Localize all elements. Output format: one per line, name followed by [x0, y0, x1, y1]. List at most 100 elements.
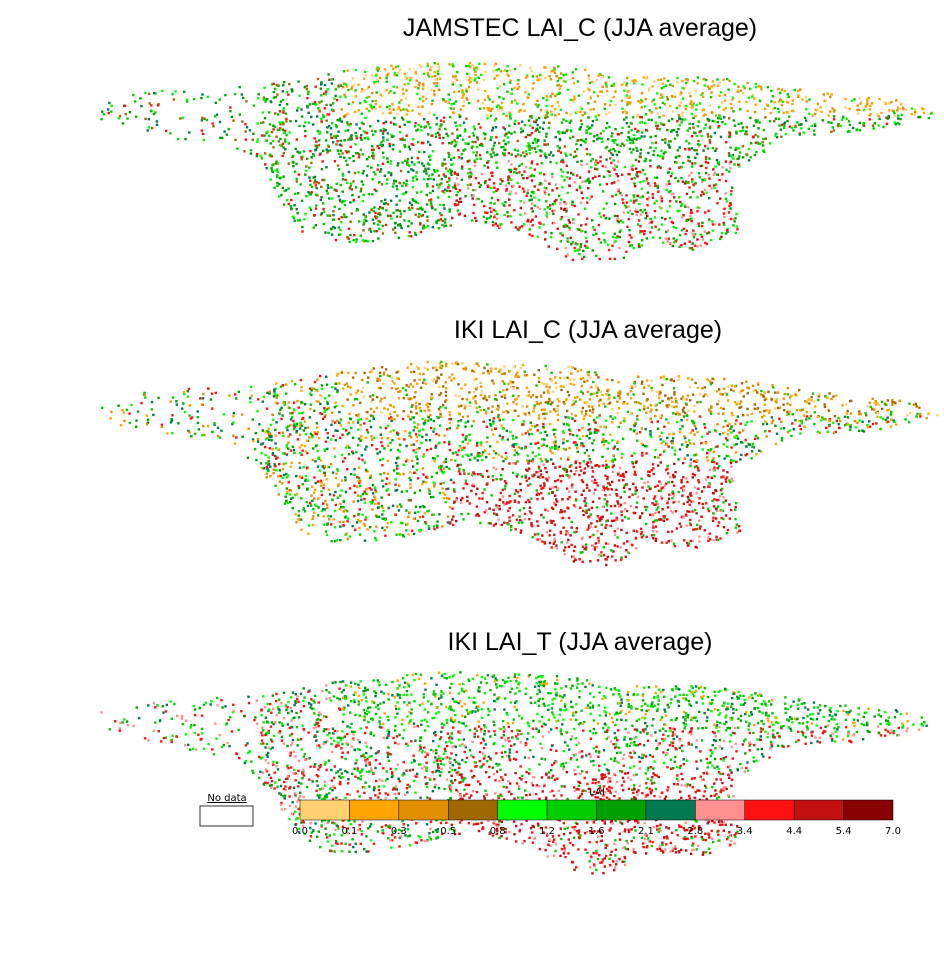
- land-pixel: [701, 179, 703, 181]
- land-pixel: [329, 493, 331, 495]
- land-pixel: [536, 128, 538, 130]
- land-pixel: [880, 112, 882, 114]
- land-pixel: [718, 161, 720, 163]
- land-pixel: [314, 103, 316, 105]
- land-pixel: [252, 139, 254, 141]
- land-pixel: [203, 434, 205, 436]
- land-pixel: [732, 110, 734, 112]
- land-pixel: [655, 121, 657, 123]
- land-pixel: [610, 162, 612, 164]
- land-pixel: [478, 497, 480, 499]
- land-pixel: [546, 212, 548, 214]
- land-pixel: [303, 507, 305, 509]
- land-pixel: [316, 378, 318, 380]
- land-pixel: [517, 415, 519, 417]
- land-pixel: [361, 113, 363, 115]
- land-pixel: [615, 237, 617, 239]
- land-pixel: [608, 111, 610, 113]
- land-pixel: [704, 529, 706, 531]
- land-pixel: [669, 105, 671, 107]
- land-pixel: [501, 373, 503, 375]
- land-pixel: [372, 398, 374, 400]
- land-pixel: [649, 165, 651, 167]
- land-pixel: [390, 449, 392, 451]
- land-pixel: [689, 103, 691, 105]
- land-pixel: [774, 107, 776, 109]
- land-pixel: [536, 79, 538, 81]
- land-pixel: [502, 468, 504, 470]
- land-pixel: [745, 101, 747, 103]
- land-pixel: [377, 164, 379, 166]
- land-pixel: [796, 409, 798, 411]
- land-pixel: [588, 405, 590, 407]
- land-pixel: [370, 435, 372, 437]
- land-pixel: [279, 110, 281, 112]
- land-pixel: [299, 151, 301, 153]
- land-pixel: [596, 506, 598, 508]
- land-pixel: [725, 198, 727, 200]
- land-pixel: [418, 84, 420, 86]
- land-pixel: [777, 88, 779, 90]
- land-pixel: [698, 225, 700, 227]
- land-pixel: [454, 122, 456, 124]
- land-pixel: [332, 435, 334, 437]
- land-pixel: [581, 494, 583, 496]
- land-pixel: [366, 97, 368, 99]
- land-pixel: [206, 119, 208, 121]
- land-pixel: [436, 524, 438, 526]
- land-pixel: [380, 441, 382, 443]
- land-pixel: [587, 528, 589, 530]
- land-pixel: [609, 149, 611, 151]
- land-pixel: [315, 224, 317, 226]
- land-pixel: [765, 409, 767, 411]
- land-pixel: [618, 151, 620, 153]
- land-pixel: [452, 75, 454, 77]
- land-pixel: [420, 129, 422, 131]
- land-pixel: [346, 520, 348, 522]
- land-pixel: [869, 108, 871, 110]
- land-pixel: [449, 521, 451, 523]
- land-pixel: [588, 423, 590, 425]
- land-pixel: [453, 488, 455, 490]
- land-pixel: [564, 208, 566, 210]
- land-pixel: [565, 210, 567, 212]
- land-pixel: [300, 108, 302, 110]
- land-pixel: [422, 373, 424, 375]
- land-pixel: [626, 139, 628, 141]
- land-pixel: [485, 221, 487, 223]
- land-pixel: [497, 199, 499, 201]
- land-pixel: [297, 107, 299, 109]
- land-pixel: [326, 190, 328, 192]
- land-pixel: [853, 98, 855, 100]
- land-pixel: [586, 148, 588, 150]
- land-pixel: [383, 472, 385, 474]
- land-pixel: [527, 142, 529, 144]
- land-pixel: [428, 175, 430, 177]
- land-pixel: [596, 395, 598, 397]
- land-pixel: [210, 398, 212, 400]
- land-pixel: [552, 154, 554, 156]
- land-pixel: [729, 133, 731, 135]
- land-pixel: [806, 100, 808, 102]
- land-pixel: [635, 159, 637, 161]
- land-pixel: [694, 509, 696, 511]
- land-pixel: [636, 174, 638, 176]
- land-pixel: [658, 228, 660, 230]
- land-pixel: [653, 202, 655, 204]
- land-pixel: [673, 226, 675, 228]
- land-pixel: [661, 200, 663, 202]
- land-pixel: [439, 410, 441, 412]
- land-pixel: [294, 220, 296, 222]
- land-pixel: [421, 162, 423, 164]
- land-pixel: [641, 92, 643, 94]
- land-pixel: [566, 129, 568, 131]
- land-pixel: [525, 136, 527, 138]
- land-pixel: [563, 226, 565, 228]
- land-pixel: [335, 137, 337, 139]
- land-pixel: [710, 91, 712, 93]
- land-pixel: [417, 216, 419, 218]
- land-pixel: [361, 180, 363, 182]
- land-pixel: [675, 510, 677, 512]
- land-pixel: [669, 200, 671, 202]
- land-pixel: [625, 194, 627, 196]
